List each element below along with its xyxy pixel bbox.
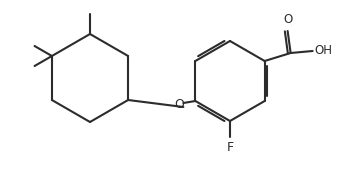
Text: OH: OH bbox=[315, 45, 333, 58]
Text: F: F bbox=[226, 141, 234, 154]
Text: O: O bbox=[283, 13, 292, 26]
Text: O: O bbox=[175, 99, 184, 112]
